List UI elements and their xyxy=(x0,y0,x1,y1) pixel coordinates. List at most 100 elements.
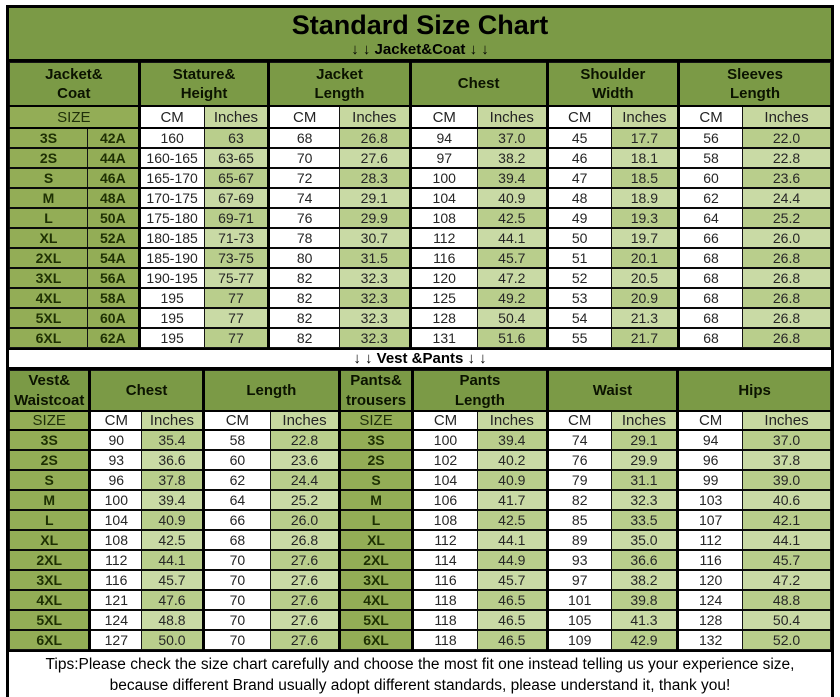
column-group-header: Waist xyxy=(545,370,679,412)
inches-value-cell: 38.2 xyxy=(610,569,679,591)
inches-value-cell: 32.3 xyxy=(338,307,411,329)
inches-value-cell: 26.0 xyxy=(742,227,831,249)
inches-value-cell: 42.5 xyxy=(141,529,204,551)
size-cell: 3XL xyxy=(8,569,91,591)
cm-value-cell: 52 xyxy=(545,267,612,289)
jacket-coat-table: Jacket& Coat Stature& Height Jacket Length… xyxy=(9,62,831,348)
cm-value-cell: 99 xyxy=(676,469,744,491)
inches-value-cell: 39.4 xyxy=(141,489,204,511)
table-row: M 100 39.4 64 25.2 M 106 41.7 82 32.3 103 40.6 xyxy=(8,489,831,511)
inches-value-cell: 49.2 xyxy=(476,287,548,309)
subheader-cm: CM xyxy=(267,105,340,129)
inches-value-cell: 27.6 xyxy=(338,147,411,169)
inches-value-cell: 37.0 xyxy=(476,127,548,149)
inches-value-cell: 42.5 xyxy=(476,509,548,531)
cm-value-cell: 195 xyxy=(137,307,205,329)
subheader-cm: CM xyxy=(545,105,612,129)
cm-value-cell: 170-175 xyxy=(137,187,205,209)
cm-value-cell: 68 xyxy=(677,267,744,289)
size-cell: 2S xyxy=(9,147,88,169)
inches-value-cell: 73-75 xyxy=(203,247,270,269)
cm-value-cell: 96 xyxy=(676,449,744,471)
cm-value-cell: 90 xyxy=(88,429,143,451)
subheader-row: SIZE CM Inches CM Inches SIZE CM Inches CM Inches… xyxy=(8,410,831,431)
size-cell: 44A xyxy=(86,147,140,169)
inches-value-cell: 38.2 xyxy=(476,147,548,169)
jacket-coat-size-table: Jacket& Coat Stature& Height Jacket Length… xyxy=(9,62,831,348)
inches-value-cell: 39.4 xyxy=(476,167,548,189)
inches-value-cell: 22.8 xyxy=(270,429,340,451)
table-row: 2XL 54A 185-190 73-75 80 31.5 116 45.7 51 20.1 68 2… xyxy=(9,247,831,269)
cm-value-cell: 66 xyxy=(201,509,272,531)
inches-value-cell: 77 xyxy=(203,327,270,348)
cm-value-cell: 160-165 xyxy=(137,147,205,169)
inches-value-cell: 26.8 xyxy=(742,267,831,289)
inches-value-cell: 28.3 xyxy=(338,167,411,189)
cm-value-cell: 112 xyxy=(408,227,478,249)
cm-value-cell: 74 xyxy=(267,187,340,209)
subheader-inches: Inches xyxy=(742,410,831,431)
size-cell: 52A xyxy=(86,227,140,249)
inches-value-cell: 27.6 xyxy=(270,549,340,571)
cm-value-cell: 54 xyxy=(545,307,612,329)
inches-value-cell: 26.8 xyxy=(742,327,831,348)
inches-value-cell: 41.3 xyxy=(610,609,679,631)
cm-value-cell: 89 xyxy=(545,529,612,551)
inches-value-cell: 67-69 xyxy=(203,187,270,209)
cm-value-cell: 68 xyxy=(267,127,340,149)
column-group-header: Jacket Length xyxy=(267,62,411,107)
cm-value-cell: 93 xyxy=(88,449,143,471)
inches-value-cell: 63 xyxy=(203,127,270,149)
size-cell: 62A xyxy=(86,327,140,348)
table-row: 5XL 124 48.8 70 27.6 5XL 118 46.5 105 41.3 128 50.4 xyxy=(8,609,831,631)
table-row: 4XL 121 47.6 70 27.6 4XL 118 46.5 101 39.8 124 48.8 xyxy=(8,589,831,611)
cm-value-cell: 78 xyxy=(267,227,340,249)
size-cell: M xyxy=(8,489,91,511)
inches-value-cell: 36.6 xyxy=(610,549,679,571)
cm-value-cell: 127 xyxy=(88,629,143,650)
table-row: 3XL 116 45.7 70 27.6 3XL 116 45.7 97 38.2 120 47.2 xyxy=(8,569,831,591)
table-row: M 48A 170-175 67-69 74 29.1 104 40.9 48 18.9 62 24.… xyxy=(9,187,831,209)
cm-value-cell: 76 xyxy=(545,449,612,471)
table-row: XL 108 42.5 68 26.8 XL 112 44.1 89 35.0 112 44.1 xyxy=(8,529,831,551)
group-header-row: Jacket& Coat Stature& Height Jacket Length… xyxy=(9,62,831,107)
inches-value-cell: 46.5 xyxy=(476,589,548,611)
subheader-inches: Inches xyxy=(476,410,548,431)
inches-value-cell: 40.9 xyxy=(476,187,548,209)
cm-value-cell: 104 xyxy=(408,187,478,209)
inches-value-cell: 17.7 xyxy=(610,127,680,149)
inches-value-cell: 37.8 xyxy=(742,449,831,471)
table-row: 6XL 127 50.0 70 27.6 6XL 118 46.5 109 42.9 132 52.0 xyxy=(8,629,831,650)
inches-value-cell: 42.9 xyxy=(610,629,679,650)
cm-value-cell: 64 xyxy=(677,207,744,229)
size-cell: 5XL xyxy=(337,609,414,631)
cm-value-cell: 128 xyxy=(676,609,744,631)
inches-value-cell: 19.3 xyxy=(610,207,680,229)
inches-value-cell: 37.0 xyxy=(742,429,831,451)
subheader-cm: CM xyxy=(408,105,478,129)
inches-value-cell: 31.5 xyxy=(338,247,411,269)
cm-value-cell: 80 xyxy=(267,247,340,269)
subheader-cm: CM xyxy=(88,410,143,431)
cm-value-cell: 116 xyxy=(408,247,478,269)
size-cell: 3XL xyxy=(337,569,414,591)
column-group-header: Chest xyxy=(88,370,204,412)
inches-value-cell: 75-77 xyxy=(203,267,270,289)
size-cell: 46A xyxy=(86,167,140,189)
inches-value-cell: 40.9 xyxy=(476,469,548,491)
inches-value-cell: 25.2 xyxy=(742,207,831,229)
column-group-header: Jacket& Coat xyxy=(9,62,140,107)
cm-value-cell: 121 xyxy=(88,589,143,611)
subheader-size: SIZE xyxy=(8,410,91,431)
subheader-cm: CM xyxy=(411,410,478,431)
cm-value-cell: 60 xyxy=(677,167,744,189)
inches-value-cell: 77 xyxy=(203,307,270,329)
cm-value-cell: 97 xyxy=(545,569,612,591)
cm-value-cell: 50 xyxy=(545,227,612,249)
inches-value-cell: 31.1 xyxy=(610,469,679,491)
cm-value-cell: 64 xyxy=(201,489,272,511)
size-cell: 50A xyxy=(86,207,140,229)
inches-value-cell: 26.0 xyxy=(270,509,340,531)
cm-value-cell: 128 xyxy=(408,307,478,329)
cm-value-cell: 96 xyxy=(88,469,143,491)
